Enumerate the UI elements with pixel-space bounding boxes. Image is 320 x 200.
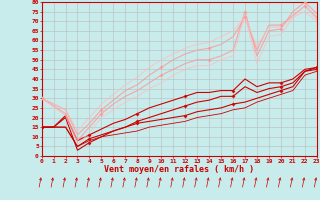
X-axis label: Vent moyen/en rafales ( km/h ): Vent moyen/en rafales ( km/h ) bbox=[104, 165, 254, 174]
